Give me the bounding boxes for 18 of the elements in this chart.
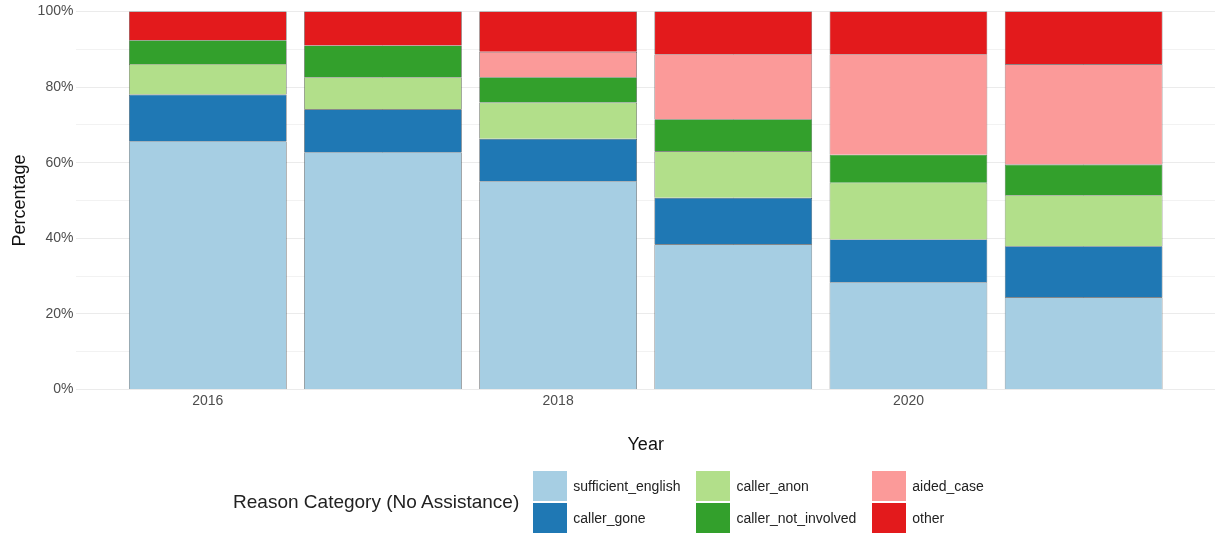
y-tick-label: 60%	[45, 153, 74, 170]
x-axis-title: Year	[627, 434, 664, 455]
y-tick-label: 100%	[37, 2, 74, 19]
x-tick-label: 2018	[542, 391, 574, 408]
legend-label: caller_gone	[573, 510, 646, 526]
legend-label: other	[912, 510, 945, 526]
y-tick-label: 20%	[45, 304, 74, 321]
legend-label: aided_case	[912, 478, 984, 494]
y-axis-title: Percentage	[8, 154, 29, 247]
legend-title: Reason Category (No Assistance)	[233, 491, 520, 513]
legend-label: caller_not_involved	[736, 510, 857, 526]
legend-label: sufficient_english	[573, 478, 681, 494]
x-tick-label: 2020	[892, 391, 925, 408]
legend-label: caller_anon	[736, 478, 809, 494]
x-tick-label: 2016	[192, 391, 224, 408]
y-tick-label: 40%	[45, 229, 74, 246]
y-tick-label: 0%	[53, 380, 74, 397]
y-tick-label: 80%	[45, 77, 74, 94]
